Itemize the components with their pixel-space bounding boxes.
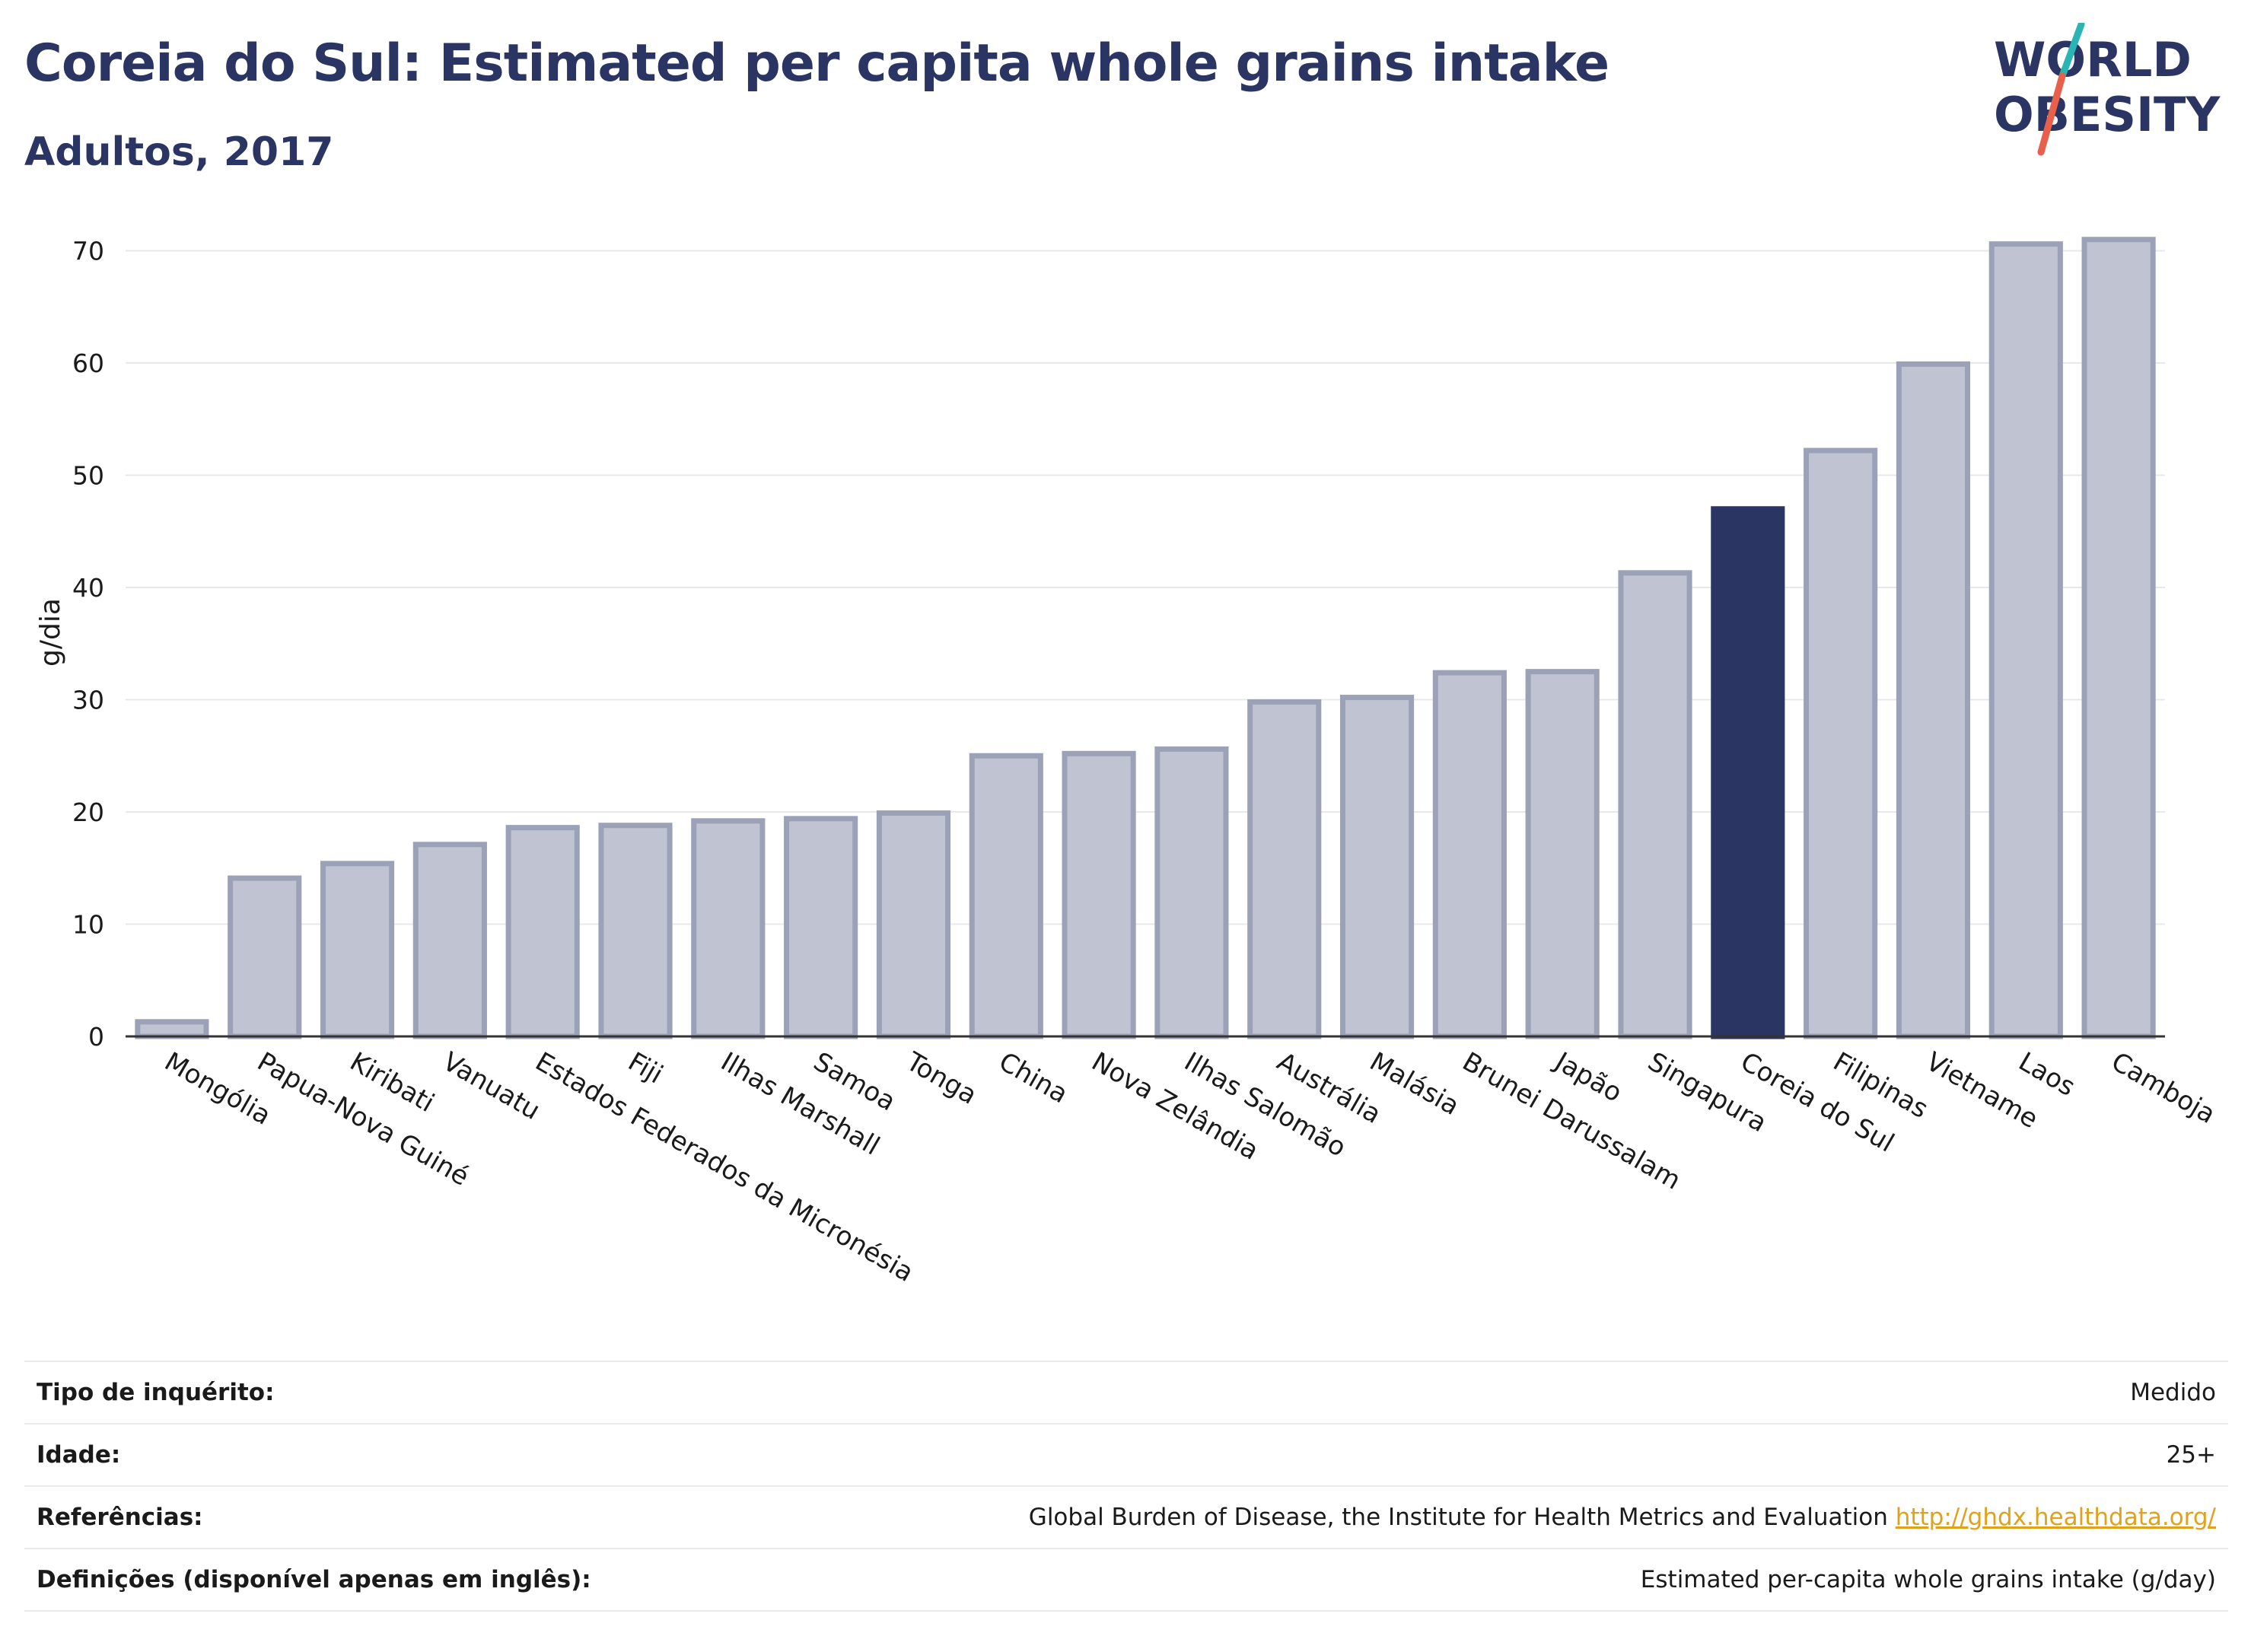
bar-mongólia [135, 1019, 209, 1039]
bar-laos [1988, 241, 2063, 1039]
bar-china [969, 753, 1043, 1039]
x-tick-label: Vanuatu [438, 1046, 545, 1126]
bar-ilhas-marshall [691, 818, 766, 1039]
bar-samoa [784, 816, 858, 1039]
info-value: Medido [737, 1361, 2228, 1424]
bar-austrália [1247, 699, 1322, 1039]
y-tick-label: 60 [72, 349, 104, 378]
info-row-age: Idade: 25+ [24, 1423, 2228, 1487]
bar-estados-federados-da-micronésia [505, 825, 580, 1039]
y-tick-labels: 0 10 20 30 40 50 60 70 [72, 237, 104, 1052]
x-tick-label: China [994, 1046, 1073, 1109]
page-subtitle: Adultos, 2017 [24, 129, 334, 175]
y-tick-label: 70 [72, 237, 104, 266]
bar-camboja [2081, 237, 2156, 1039]
logo-word-world: WORLD [1994, 32, 2192, 88]
y-tick-label: 40 [72, 573, 104, 603]
info-value: 25+ [737, 1423, 2228, 1487]
info-label: Tipo de inquérito: [24, 1361, 737, 1424]
x-tick-label: Fiji [623, 1046, 668, 1090]
x-tick-label: Mongólia [159, 1046, 275, 1132]
bar-japão [1525, 669, 1600, 1039]
x-tick-label: Ilhas Salomão [1179, 1046, 1351, 1163]
bar-vanuatu [412, 842, 487, 1039]
bar-tonga [876, 810, 951, 1039]
bar-coreia-do-sul [1711, 506, 1785, 1039]
info-label: Referências: [24, 1485, 737, 1549]
world-obesity-logo: WORLD OBESITY [1994, 23, 2221, 156]
y-tick-label: 50 [72, 461, 104, 491]
logo-word-obesity: OBESITY [1994, 87, 2221, 142]
bars [135, 237, 2156, 1039]
y-tick-label: 30 [72, 686, 104, 715]
y-axis-label: g/dia [35, 598, 66, 667]
info-row-references: Referências: Global Burden of Disease, t… [24, 1485, 2228, 1549]
bar-ilhas-salomão [1154, 746, 1229, 1039]
logo-slash-coral [2037, 72, 2066, 156]
info-row-definitions: Definições (disponível apenas em inglês)… [24, 1548, 2228, 1612]
bar-fiji [598, 823, 673, 1039]
bar-malásia [1339, 695, 1415, 1039]
x-tick-label: Ilhas Marshall [715, 1046, 884, 1161]
bar-vietname [1896, 361, 1971, 1039]
x-tick-label: Tonga [900, 1046, 982, 1111]
y-tick-label: 20 [72, 797, 104, 827]
y-tick-label: 10 [72, 910, 104, 940]
bar-filipinas [1804, 447, 1878, 1039]
info-table: Tipo de inquérito: Medido Idade: 25+ Ref… [24, 1361, 2228, 1612]
bar-brunei-darussalam [1432, 670, 1507, 1039]
reference-text: Global Burden of Disease, the Institute … [1028, 1504, 1888, 1531]
info-value-references: Global Burden of Disease, the Institute … [737, 1485, 2228, 1549]
reference-link[interactable]: http://ghdx.healthdata.org/ [1895, 1504, 2216, 1531]
bar-kiribati [320, 861, 395, 1039]
bar-papua-nova-guiné [228, 875, 302, 1039]
x-tick-label: Coreia do Sul [1735, 1046, 1899, 1158]
x-tick-label: Nova Zelândia [1087, 1046, 1264, 1167]
y-tick-label: 0 [88, 1022, 104, 1052]
info-label: Idade: [24, 1423, 737, 1487]
info-value: Estimated per-capita whole grains intake… [737, 1548, 2228, 1612]
x-tick-label: Camboja [2106, 1046, 2221, 1130]
logo-slash-teal [2058, 23, 2085, 80]
info-row-survey-type: Tipo de inquérito: Medido [24, 1361, 2228, 1424]
page-title: Coreia do Sul: Estimated per capita whol… [24, 33, 1609, 94]
info-label: Definições (disponível apenas em inglês)… [24, 1548, 737, 1612]
bar-singapura [1618, 570, 1692, 1039]
x-tick-label: Laos [2014, 1046, 2081, 1103]
bar-nova-zelândia [1062, 750, 1136, 1039]
